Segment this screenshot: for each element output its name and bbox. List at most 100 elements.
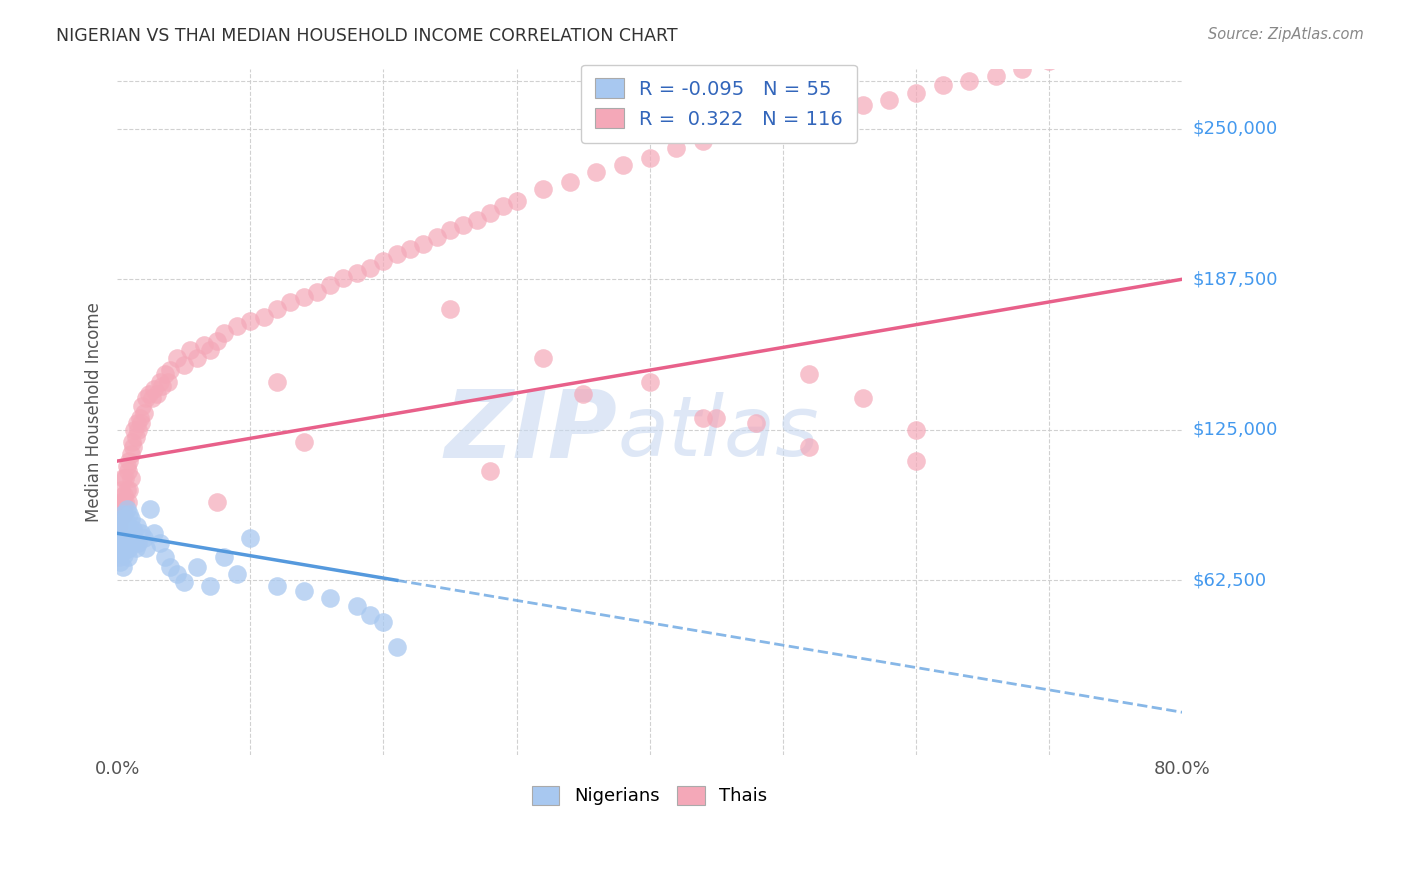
Point: [112, 507, 135, 521]
Point: [1064, 49, 1087, 63]
Point: [120, 447, 142, 461]
Point: [127, 416, 149, 430]
Point: [115, 502, 138, 516]
Point: [115, 531, 138, 545]
Point: [141, 392, 163, 406]
Point: [266, 302, 288, 317]
Point: [212, 326, 235, 341]
Point: [124, 423, 146, 437]
Point: [115, 483, 138, 497]
Point: [1171, 25, 1194, 39]
Point: [904, 423, 927, 437]
Point: [138, 386, 160, 401]
Point: [108, 531, 131, 545]
Point: [153, 550, 176, 565]
Point: [718, 127, 741, 141]
Point: [110, 502, 132, 516]
Point: [131, 399, 153, 413]
Point: [129, 416, 152, 430]
Point: [111, 536, 134, 550]
Point: [121, 536, 143, 550]
Text: $62,500: $62,500: [1192, 571, 1267, 590]
Point: [111, 495, 134, 509]
Point: [346, 266, 368, 280]
Point: [1251, 1, 1274, 15]
Point: [332, 271, 354, 285]
Point: [772, 117, 794, 131]
Point: [139, 502, 162, 516]
Point: [117, 464, 139, 478]
Point: [200, 343, 222, 358]
Point: [505, 194, 527, 208]
Point: [399, 242, 422, 256]
Point: [799, 440, 821, 454]
Point: [120, 526, 142, 541]
Point: [692, 410, 714, 425]
Point: [638, 151, 661, 165]
Point: [412, 237, 434, 252]
Point: [692, 134, 714, 148]
Point: [439, 302, 461, 317]
Point: [1038, 54, 1060, 69]
Point: [226, 567, 249, 582]
Point: [426, 230, 449, 244]
Point: [115, 458, 138, 473]
Point: [114, 543, 136, 558]
Point: [252, 310, 274, 324]
Point: [110, 483, 132, 497]
Point: [127, 536, 149, 550]
Point: [128, 410, 150, 425]
Point: [1225, 13, 1247, 28]
Point: [904, 454, 927, 468]
Point: [117, 550, 139, 565]
Point: [1011, 62, 1033, 76]
Point: [135, 392, 157, 406]
Point: [166, 351, 188, 365]
Text: atlas: atlas: [617, 392, 820, 473]
Point: [904, 86, 927, 100]
Point: [166, 567, 188, 582]
Point: [1091, 45, 1114, 59]
Point: [492, 199, 515, 213]
Point: [112, 548, 135, 562]
Point: [125, 541, 148, 555]
Point: [439, 223, 461, 237]
Point: [665, 141, 688, 155]
Point: [531, 351, 554, 365]
Point: [373, 254, 395, 268]
Point: [1118, 37, 1140, 52]
Point: [319, 591, 342, 606]
Point: [108, 541, 131, 555]
Point: [159, 362, 181, 376]
Text: $250,000: $250,000: [1192, 120, 1278, 137]
Point: [135, 541, 157, 555]
Point: [179, 343, 201, 358]
Point: [292, 584, 315, 599]
Point: [107, 550, 129, 565]
Point: [114, 471, 136, 485]
Text: $187,500: $187,500: [1192, 270, 1278, 288]
Point: [205, 495, 228, 509]
Point: [112, 488, 135, 502]
Point: [359, 261, 381, 276]
Point: [531, 182, 554, 196]
Point: [193, 338, 215, 352]
Text: $125,000: $125,000: [1192, 421, 1278, 439]
Point: [346, 599, 368, 613]
Point: [558, 175, 581, 189]
Point: [373, 615, 395, 630]
Point: [127, 519, 149, 533]
Point: [638, 375, 661, 389]
Point: [173, 574, 195, 589]
Point: [107, 507, 129, 521]
Point: [110, 526, 132, 541]
Point: [118, 483, 141, 497]
Point: [107, 519, 129, 533]
Point: [112, 516, 135, 531]
Point: [117, 495, 139, 509]
Point: [108, 512, 131, 526]
Text: NIGERIAN VS THAI MEDIAN HOUSEHOLD INCOME CORRELATION CHART: NIGERIAN VS THAI MEDIAN HOUSEHOLD INCOME…: [56, 27, 678, 45]
Point: [152, 379, 174, 393]
Point: [957, 73, 980, 87]
Point: [478, 464, 501, 478]
